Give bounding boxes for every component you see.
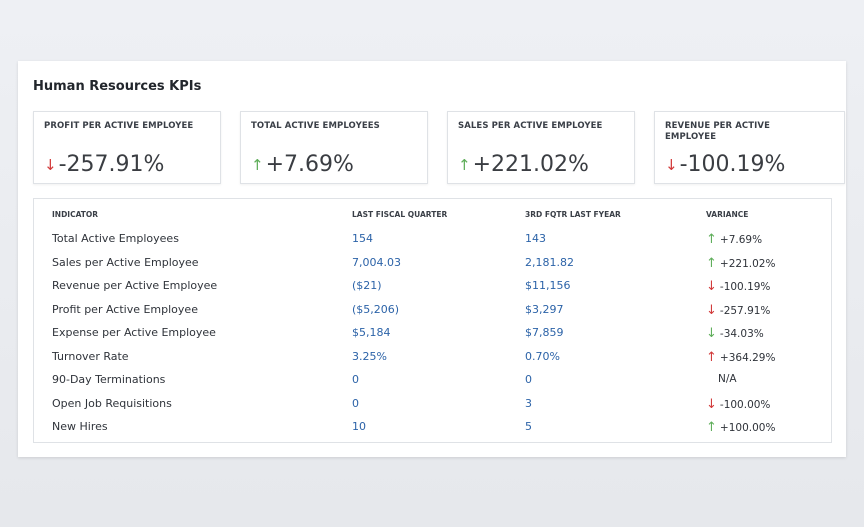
variance-text: +100.00% <box>719 422 776 434</box>
cell-last-quarter[interactable]: 0 <box>352 373 359 386</box>
table-row: New Hires 10 5 ↑ +100.00% <box>34 415 831 438</box>
cell-variance: ↑ +100.00% <box>706 420 775 435</box>
cell-indicator: New Hires <box>52 420 108 433</box>
variance-text: N/A <box>718 373 737 385</box>
cell-variance: ↓ -100.00% <box>706 397 770 412</box>
cell-variance: ↓ -100.19% <box>706 279 770 294</box>
kpi-card-sales[interactable]: SALES PER ACTIVE EMPLOYEE ↑+221.02% <box>447 111 635 184</box>
kpi-value-text: -100.19% <box>679 152 786 177</box>
kpi-value: ↑+7.69% <box>251 152 354 177</box>
variance-text: +7.69% <box>719 234 763 246</box>
cell-prev-year[interactable]: 0.70% <box>525 349 560 363</box>
kpi-label: PROFIT PER ACTIVE EMPLOYEE <box>44 121 194 131</box>
hr-kpi-panel: Human Resources KPIs PROFIT PER ACTIVE E… <box>18 61 846 457</box>
header-variance: VARIANCE <box>706 210 749 219</box>
cell-variance: ↑ +7.69% <box>706 232 762 247</box>
kpi-value: ↓-100.19% <box>665 152 785 177</box>
arrow-up-icon: ↑ <box>706 349 717 365</box>
arrow-up-icon: ↑ <box>706 255 717 271</box>
cell-prev-year[interactable]: 3 <box>525 396 532 410</box>
cell-last-quarter[interactable]: 0 <box>352 396 359 410</box>
cell-indicator: Sales per Active Employee <box>52 255 199 269</box>
cell-indicator: Open Job Requisitions <box>52 396 172 410</box>
kpi-value-text: +7.69% <box>265 152 354 177</box>
variance-text: -100.19% <box>719 281 771 293</box>
table-row: Turnover Rate 3.25% 0.70% ↑ +364.29% <box>34 345 831 368</box>
arrow-up-icon: ↑ <box>706 232 717 247</box>
cell-last-quarter[interactable]: 7,004.03 <box>352 255 401 269</box>
cell-prev-year[interactable]: 2,181.82 <box>525 255 574 269</box>
panel-title: Human Resources KPIs <box>33 79 202 94</box>
kpi-label: TOTAL ACTIVE EMPLOYEES <box>251 121 380 131</box>
kpi-value-text: -257.91% <box>58 152 165 177</box>
variance-text: -34.03% <box>719 328 764 340</box>
variance-text: -100.00% <box>719 398 771 411</box>
table-row: Profit per Active Employee ($5,206) $3,2… <box>34 298 831 321</box>
cell-indicator: Revenue per Active Employee <box>52 279 218 292</box>
cell-variance: ↑ +364.29% <box>706 350 775 365</box>
cell-last-quarter[interactable]: 154 <box>352 232 373 245</box>
header-3rd-fqtr-last-fyear: 3RD FQTR LAST FYEAR <box>525 210 621 219</box>
indicator-table: INDICATOR LAST FISCAL QUARTER 3RD FQTR L… <box>33 198 832 443</box>
cell-prev-year[interactable]: $7,859 <box>525 326 564 339</box>
cell-prev-year[interactable]: 0 <box>525 373 532 386</box>
cell-indicator: Expense per Active Employee <box>52 326 216 339</box>
arrow-up-icon: ↑ <box>706 420 717 435</box>
table-row: Expense per Active Employee $5,184 $7,85… <box>34 321 831 344</box>
variance-text: +221.02% <box>719 257 776 270</box>
cell-variance: ↓ -257.91% <box>706 303 770 318</box>
table-row: 90-Day Terminations 0 0 N/A <box>34 368 831 391</box>
cell-indicator: 90-Day Terminations <box>52 373 166 386</box>
cell-last-quarter[interactable]: 10 <box>352 420 366 433</box>
cell-last-quarter[interactable]: ($21) <box>352 279 382 292</box>
arrow-down-icon: ↓ <box>44 156 57 174</box>
kpi-value-text: +221.02% <box>472 152 589 177</box>
header-last-fiscal-quarter: LAST FISCAL QUARTER <box>352 210 448 219</box>
cell-indicator: Profit per Active Employee <box>52 302 198 316</box>
cell-prev-year[interactable]: $3,297 <box>525 302 564 316</box>
kpi-card-profit[interactable]: PROFIT PER ACTIVE EMPLOYEE ↓-257.91% <box>33 111 221 184</box>
arrow-down-icon: ↓ <box>665 156 678 174</box>
arrow-down-icon: ↓ <box>706 326 717 341</box>
cell-variance: ↓ -34.03% <box>706 326 764 341</box>
cell-indicator: Turnover Rate <box>52 349 129 363</box>
kpi-card-total-employees[interactable]: TOTAL ACTIVE EMPLOYEES ↑+7.69% <box>240 111 428 184</box>
header-indicator: INDICATOR <box>52 210 99 219</box>
cell-indicator: Total Active Employees <box>52 232 179 245</box>
variance-text: -257.91% <box>719 304 771 317</box>
arrow-down-icon: ↓ <box>706 396 717 412</box>
cell-prev-year[interactable]: 143 <box>525 232 546 245</box>
table-row: Open Job Requisitions 0 3 ↓ -100.00% <box>34 392 831 415</box>
cell-variance: N/A <box>718 373 737 385</box>
cell-prev-year[interactable]: 5 <box>525 420 532 433</box>
kpi-value: ↑+221.02% <box>458 152 589 177</box>
kpi-value: ↓-257.91% <box>44 152 164 177</box>
kpi-label: SALES PER ACTIVE EMPLOYEE <box>458 121 603 131</box>
kpi-label: REVENUE PER ACTIVE EMPLOYEE <box>665 121 771 142</box>
kpi-card-revenue[interactable]: REVENUE PER ACTIVE EMPLOYEE ↓-100.19% <box>654 111 845 184</box>
arrow-down-icon: ↓ <box>706 279 717 294</box>
table-row: Sales per Active Employee 7,004.03 2,181… <box>34 251 831 274</box>
arrow-up-icon: ↑ <box>251 156 264 174</box>
cell-prev-year[interactable]: $11,156 <box>525 279 571 292</box>
table-row: Total Active Employees 154 143 ↑ +7.69% <box>34 227 831 250</box>
cell-last-quarter[interactable]: $5,184 <box>352 326 391 339</box>
table-row: Revenue per Active Employee ($21) $11,15… <box>34 274 831 297</box>
arrow-down-icon: ↓ <box>706 302 717 318</box>
variance-text: +364.29% <box>719 351 776 364</box>
cell-last-quarter[interactable]: 3.25% <box>352 349 387 363</box>
arrow-up-icon: ↑ <box>458 156 471 174</box>
cell-last-quarter[interactable]: ($5,206) <box>352 302 400 316</box>
cell-variance: ↑ +221.02% <box>706 256 775 271</box>
